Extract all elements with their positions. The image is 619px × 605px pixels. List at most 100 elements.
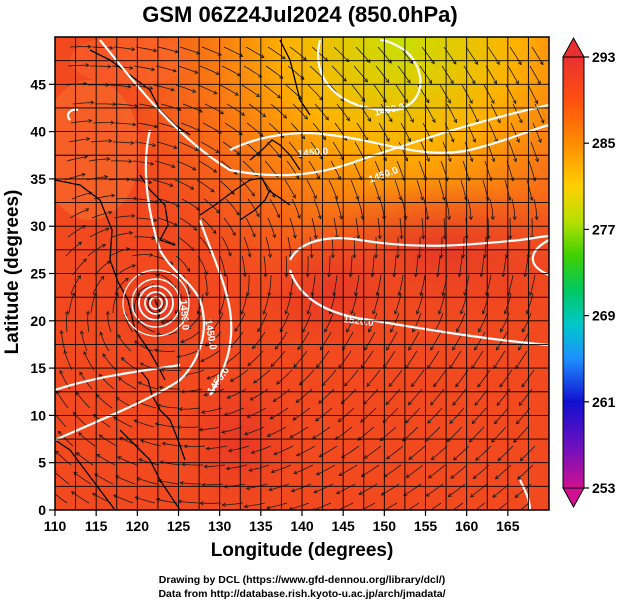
streamline [109, 248, 130, 257]
streamline-arrowhead [318, 453, 323, 458]
streamline [244, 502, 266, 508]
streamline [180, 122, 201, 132]
streamline [177, 236, 194, 251]
streamline-arrowhead [213, 90, 218, 95]
streamline [309, 236, 313, 258]
streamline-arrowhead [128, 230, 134, 236]
streamline-arrowhead [452, 60, 457, 65]
streamline [243, 236, 251, 257]
streamline-arrowhead [234, 327, 239, 332]
streamline-arrowhead [367, 117, 372, 123]
streamline-arrowhead [468, 99, 473, 104]
streamline-arrowhead [190, 185, 195, 190]
streamline-arrowhead [386, 455, 391, 460]
streamline [419, 237, 421, 258]
streamline [408, 445, 426, 460]
streamline [135, 46, 157, 52]
streamline [333, 46, 349, 62]
lat-lon-grid [55, 37, 549, 510]
streamline-arrowhead [87, 44, 92, 49]
streamline [333, 274, 338, 296]
streamline [493, 350, 506, 369]
streamline-arrowhead [521, 328, 526, 333]
streamline-arrowhead [348, 273, 353, 278]
streamline [204, 274, 208, 296]
streamline-arrowhead [247, 362, 252, 367]
streamline-arrowhead [392, 273, 397, 278]
streamline [156, 498, 178, 504]
streamline-arrowhead [407, 137, 411, 143]
streamline [199, 236, 213, 255]
x-tick-label: 140 [290, 518, 314, 534]
streamline-arrowhead [187, 325, 192, 330]
streamline [452, 502, 464, 510]
streamline [176, 160, 196, 171]
streamline [226, 464, 248, 470]
streamline-arrowhead [324, 116, 329, 121]
streamline-arrowhead [105, 227, 110, 232]
streamline-arrowhead [490, 99, 495, 105]
streamline [529, 274, 536, 296]
streamline [383, 464, 402, 478]
streamline-arrowhead [221, 502, 226, 507]
streamline [94, 260, 111, 276]
streamline [197, 84, 218, 94]
streamline [529, 65, 541, 85]
streamline [87, 311, 90, 333]
streamline-arrowhead [346, 328, 350, 333]
streamline-arrowhead [430, 346, 434, 351]
streamline [421, 217, 424, 239]
streamline [474, 331, 486, 351]
streamline [68, 138, 90, 143]
streamline-arrowhead [180, 339, 185, 344]
streamline-arrowhead [463, 291, 468, 297]
streamline-arrowhead [452, 346, 456, 351]
colorbar-tick-label: 253 [592, 480, 616, 496]
streamline [89, 228, 110, 238]
streamline-arrowhead [385, 137, 390, 142]
colorbar: 293 285 277 269 261 253 [562, 36, 616, 509]
streamline-arrowhead [131, 47, 136, 52]
streamline-arrowhead [77, 241, 83, 246]
streamline-arrowhead [152, 48, 158, 53]
streamline-arrowhead [497, 457, 502, 462]
streamline [422, 122, 433, 142]
streamline-arrowhead [257, 328, 262, 333]
streamline-arrowhead [200, 358, 205, 362]
streamline [201, 407, 223, 413]
streamline-arrowhead [212, 168, 218, 173]
streamline [247, 274, 250, 296]
streamline-arrowhead [101, 244, 107, 248]
streamline-arrowhead [342, 346, 346, 351]
streamline [293, 464, 314, 474]
streamline-arrowhead [293, 363, 298, 368]
streamline-arrowhead [427, 419, 432, 424]
y-tick-label: 25 [30, 266, 46, 282]
streamline-arrowhead [514, 494, 519, 499]
streamline [487, 46, 500, 65]
streamline-arrowhead [485, 196, 490, 201]
streamline-arrowhead [474, 60, 479, 66]
streamline [115, 475, 136, 485]
streamline [160, 103, 182, 111]
streamline [513, 426, 529, 443]
streamline-arrowhead [297, 214, 301, 219]
streamline [92, 276, 105, 295]
streamline [316, 464, 336, 475]
streamline-arrowhead [390, 328, 394, 333]
streamline [394, 179, 402, 201]
streamline [484, 236, 487, 258]
streamline-arrowhead [494, 475, 499, 480]
streamline-arrowhead [161, 441, 166, 446]
streamline [528, 160, 536, 182]
streamline-arrowhead [240, 310, 245, 315]
streamline-arrowhead [253, 379, 258, 384]
streamline [333, 217, 338, 239]
streamline-arrowhead [199, 501, 204, 506]
streamline-arrowhead [151, 235, 156, 240]
streamline [83, 351, 95, 371]
streamline-arrowhead [479, 273, 484, 278]
streamline [241, 84, 260, 97]
streamline-arrowhead [414, 273, 419, 278]
streamline-arrowhead [357, 436, 362, 441]
